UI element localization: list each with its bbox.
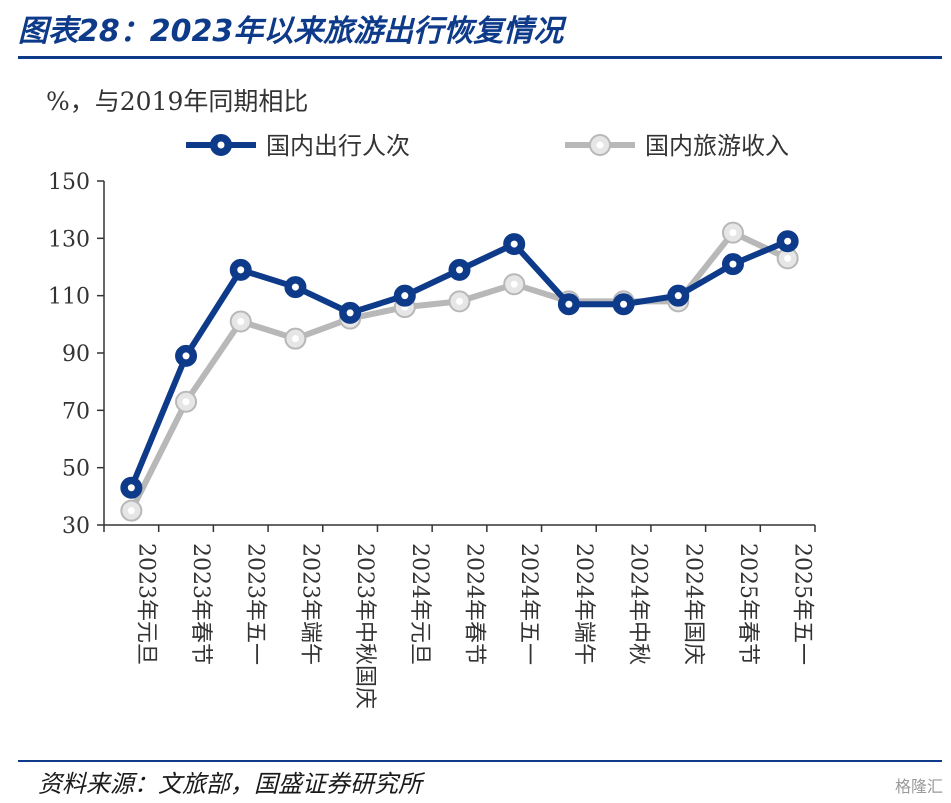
- y-tick-label: 150: [48, 170, 90, 195]
- data-point-center: [127, 507, 135, 515]
- data-point-center: [456, 266, 463, 274]
- x-tick-label: 2024年春节: [462, 543, 487, 665]
- legend-marker-center: [217, 141, 225, 149]
- x-tick-label: 2024年元旦: [407, 543, 432, 665]
- legend-marker-center: [596, 141, 604, 149]
- x-tick-label: 2023年春节: [188, 543, 213, 665]
- x-tick-label: 2023年元旦: [133, 543, 158, 665]
- data-point-center: [291, 283, 299, 291]
- y-tick-label: 50: [62, 457, 90, 482]
- y-tick-label: 70: [62, 399, 90, 424]
- y-tick-label: 110: [48, 285, 90, 310]
- x-tick-label: 2024年国庆: [680, 543, 705, 665]
- x-tick-label: 2023年五一: [243, 543, 268, 665]
- data-point-center: [565, 300, 573, 308]
- y-axis-ticks: 30 50 70 90 110 130 150: [48, 170, 104, 539]
- x-tick-label: 2024年五一: [516, 543, 541, 665]
- data-point-center: [620, 300, 628, 308]
- data-point-center: [182, 398, 190, 406]
- legend-label-1: 国内出行人次: [266, 132, 410, 160]
- x-tick-label: 2023年端午: [297, 543, 322, 665]
- data-point-center: [127, 484, 135, 492]
- y-tick-label: 30: [62, 514, 90, 539]
- data-point-center: [784, 237, 792, 245]
- x-tick-label: 2025年五一: [790, 543, 815, 665]
- x-tick-label: 2024年端午: [571, 543, 596, 665]
- x-tick-label: 2025年春节: [735, 543, 760, 665]
- data-point-center: [510, 240, 518, 248]
- unit-label: %，与2019年同期相比: [46, 87, 309, 116]
- x-axis-ticks: 2023年元旦 2023年春节 2023年五一 2023年端午 2023年中秋国庆 202…: [103, 525, 816, 709]
- data-point-center: [291, 335, 299, 343]
- chart-axes: [103, 181, 815, 526]
- data-point-center: [510, 280, 518, 288]
- data-point-center: [729, 260, 737, 268]
- data-point-center: [729, 229, 737, 237]
- data-point-center: [456, 297, 463, 305]
- figure-title: 图表28：2023年以来旅游出行恢复情况: [18, 14, 564, 49]
- source-rule: [18, 760, 942, 762]
- data-point-center: [401, 292, 409, 300]
- legend: 国内出行人次 国内旅游收入: [186, 132, 789, 160]
- data-point-center: [237, 266, 245, 274]
- source-note: 资料来源：文旅部，国盛证券研究所: [38, 770, 422, 798]
- y-tick-label: 90: [62, 342, 90, 367]
- data-point-center: [784, 254, 792, 262]
- y-tick-label: 130: [48, 227, 90, 252]
- title-rule: [18, 56, 942, 59]
- data-point-center: [346, 309, 354, 317]
- data-point-center: [182, 352, 190, 360]
- series-group: [120, 221, 799, 522]
- watermark-logo: 格隆汇: [894, 777, 943, 796]
- x-tick-label: 2024年中秋: [626, 543, 651, 665]
- x-tick-label: 2023年中秋国庆: [352, 543, 377, 709]
- data-point-center: [674, 292, 682, 300]
- data-point-center: [237, 317, 245, 325]
- legend-label-2: 国内旅游收入: [645, 132, 789, 160]
